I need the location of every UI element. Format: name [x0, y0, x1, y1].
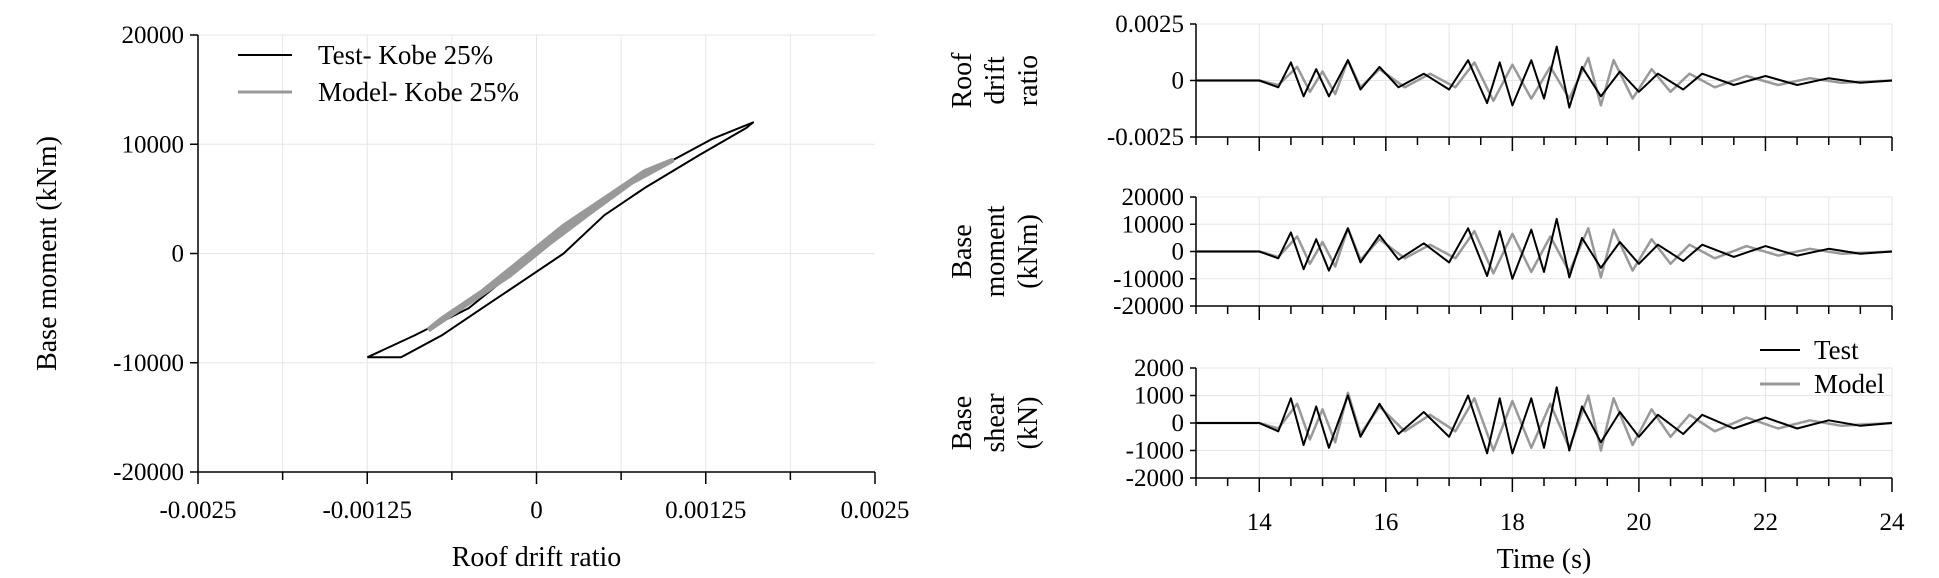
x-tick-label: 24 — [1880, 509, 1906, 536]
y-tick-label: -0.0025 — [1107, 124, 1184, 151]
y-axis-label-line: moment — [980, 205, 1011, 297]
series-test-line — [1196, 386, 1892, 455]
series-model-line — [426, 158, 675, 333]
y-tick-label: 0 — [172, 241, 185, 268]
x-axis-label: Roof drift ratio — [452, 542, 622, 573]
y-tick-label: 0 — [1172, 239, 1185, 266]
x-tick-label: 0.00125 — [665, 497, 746, 524]
y-tick-label: 0 — [1172, 410, 1185, 437]
y-tick-label: 10000 — [1122, 211, 1185, 238]
series-test-line — [1196, 45, 1892, 109]
x-tick-label: 20 — [1626, 509, 1651, 536]
y-tick-label: 0 — [1172, 68, 1185, 95]
y-axis-label-line: Base — [947, 224, 978, 278]
y-axis-label-line: drift — [980, 56, 1011, 104]
series-test-line — [366, 121, 755, 359]
y-axis-label: Base moment (kNm) — [32, 136, 63, 371]
x-tick-label: 0.0025 — [841, 497, 910, 524]
series-test-line — [1196, 217, 1892, 280]
y-tick-label: -10000 — [113, 350, 184, 377]
legend-label-model: Model — [1814, 369, 1885, 399]
y-tick-label: -2000 — [1126, 465, 1184, 492]
x-tick-label: 18 — [1500, 509, 1525, 536]
legend-label-test: Test- Kobe 25% — [318, 40, 493, 70]
y-axis-label-line: (kN) — [1013, 397, 1044, 450]
legend-label-test: Test — [1814, 335, 1859, 365]
y-tick-label: 2000 — [1134, 355, 1184, 382]
y-tick-label: 20000 — [122, 22, 185, 49]
legend-label-model: Model- Kobe 25% — [318, 77, 519, 107]
x-tick-label: 0 — [530, 497, 543, 524]
y-tick-label: -20000 — [1113, 293, 1184, 320]
x-axis-label: Time (s) — [1497, 544, 1592, 575]
y-tick-label: 0.0025 — [1115, 11, 1184, 38]
y-axis-label-line: (kNm) — [1013, 214, 1044, 289]
x-tick-label: 14 — [1247, 509, 1273, 536]
series-model-line — [1196, 391, 1892, 452]
y-axis-label-line: ratio — [1013, 55, 1044, 106]
y-tick-label: 20000 — [1122, 184, 1185, 211]
x-tick-label: -0.0025 — [159, 497, 236, 524]
y-tick-label: -1000 — [1126, 438, 1184, 465]
x-tick-label: -0.00125 — [322, 497, 412, 524]
y-tick-label: 1000 — [1134, 383, 1184, 410]
y-tick-label: -10000 — [1113, 266, 1184, 293]
y-axis-label-line: Base — [947, 396, 978, 450]
y-axis-label-line: Roof — [947, 52, 978, 109]
y-tick-label: 10000 — [122, 131, 185, 158]
y-axis-label-line: shear — [980, 393, 1011, 453]
x-tick-label: 16 — [1373, 509, 1398, 536]
y-tick-label: -20000 — [113, 459, 184, 486]
x-tick-label: 22 — [1753, 509, 1778, 536]
